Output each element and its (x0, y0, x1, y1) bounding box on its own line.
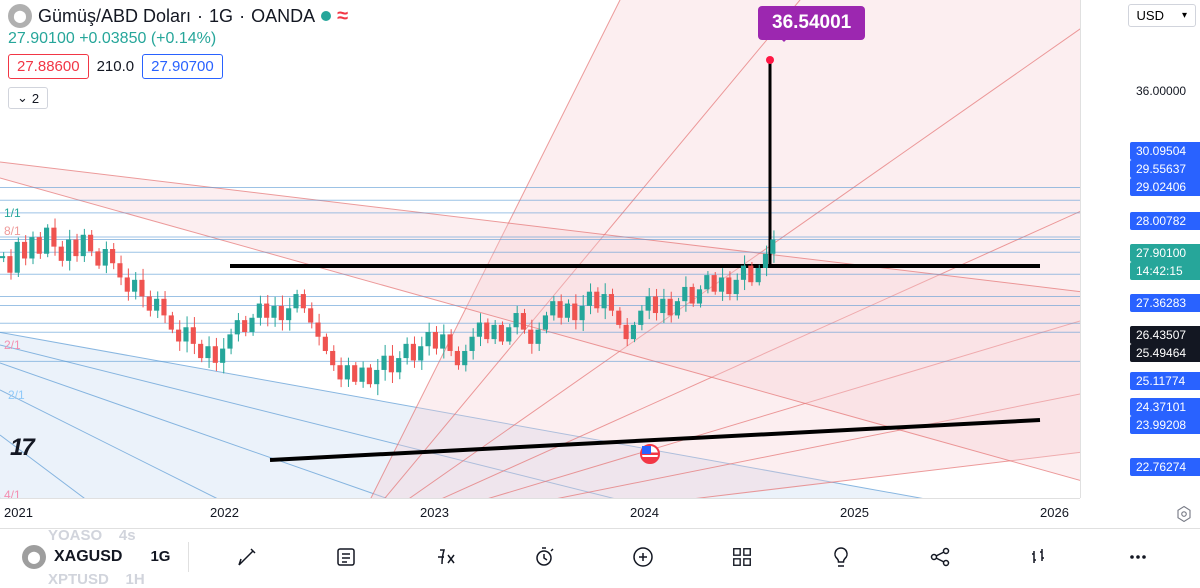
chevron-down-icon: ⌄ (17, 90, 28, 106)
time-axis[interactable]: 2021 2022 2023 2024 2025 2026 (0, 498, 1080, 528)
gann-ratio-label: 2/1 (8, 388, 25, 402)
note-tool-button[interactable] (324, 535, 368, 579)
bid-price[interactable]: 27.88600 (8, 54, 89, 79)
price-axis-label: 28.00782 (1130, 212, 1200, 230)
price-change-pct: (+0.14%) (151, 30, 216, 47)
price-summary: 27.90100 +0.03850 (+0.14%) (8, 30, 348, 48)
timeframe-selector[interactable]: 1G (140, 544, 180, 569)
watchlist-prev: YOASO 4s (48, 527, 136, 544)
watchlist-next: XPTUSD 1H (48, 571, 145, 588)
price-axis-label: 24.37101 (1130, 398, 1200, 416)
add-tool-button[interactable] (621, 535, 665, 579)
symbol-icon: ⬤ (22, 545, 46, 569)
price-axis-label: 27.36283 (1130, 294, 1200, 312)
price-axis[interactable]: 36.00000 30.0950429.5563729.02406 28.00782… (1080, 0, 1200, 498)
price-axis-label: 14:42:15 (1130, 262, 1200, 280)
indicators-collapse-button[interactable]: ⌄ 2 (8, 87, 48, 109)
gann-ratio-label: 1/1 (4, 206, 21, 220)
currency-selector[interactable]: USD ▾ (1128, 4, 1196, 27)
time-axis-label: 2025 (840, 505, 869, 520)
symbol-name: Gümüş/ABD Doları (38, 6, 191, 27)
price-axis-label: 26.43507 (1130, 326, 1200, 344)
us-flag-icon (640, 444, 660, 464)
last-price: 27.90100 (8, 30, 75, 47)
function-tool-button[interactable] (423, 535, 467, 579)
time-axis-label: 2026 (1040, 505, 1069, 520)
exchange-label: OANDA (251, 6, 315, 27)
time-axis-label: 2024 (630, 505, 659, 520)
spread-value: 210.0 (97, 58, 135, 75)
gann-ratio-label: 4/1 (4, 488, 21, 498)
session-status-dot (321, 11, 331, 21)
idea-tool-button[interactable] (819, 535, 863, 579)
price-axis-label: 22.76274 (1130, 458, 1200, 476)
ticker-label: XAGUSD (54, 548, 122, 566)
price-axis-label: 25.49464 (1130, 344, 1200, 362)
symbol-icon: ⬤ (8, 4, 32, 28)
gann-ratio-label: 2/1 (4, 338, 21, 352)
price-axis-label: 25.11774 (1130, 372, 1200, 390)
chart-settings-button[interactable] (1172, 502, 1196, 526)
share-tool-button[interactable] (918, 535, 962, 579)
currency-value: USD (1137, 8, 1164, 23)
price-axis-label: 30.09504 (1130, 142, 1200, 160)
draw-tool-button[interactable] (225, 535, 269, 579)
more-tool-button[interactable] (1116, 535, 1160, 579)
approx-icon: ≈ (337, 5, 348, 28)
ask-price[interactable]: 27.90700 (142, 54, 223, 79)
price-change: +0.03850 (79, 30, 146, 47)
layout-tool-button[interactable] (720, 535, 764, 579)
indicator-count: 2 (32, 91, 39, 106)
time-axis-label: 2023 (420, 505, 449, 520)
time-axis-label: 2022 (210, 505, 239, 520)
timeframe-label: 1G (209, 6, 233, 27)
price-axis-label: 23.99208 (1130, 416, 1200, 434)
price-axis-label: 36.00000 (1130, 82, 1200, 100)
price-axis-label: 29.02406 (1130, 178, 1200, 196)
price-axis-label: 29.55637 (1130, 160, 1200, 178)
time-axis-label: 2021 (4, 505, 33, 520)
tradingview-logo: 17 (10, 434, 29, 462)
symbol-header[interactable]: ⬤ Gümüş/ABD Doları · 1G · OANDA ≈ (8, 4, 348, 28)
price-axis-label: 27.90100 (1130, 244, 1200, 262)
alert-tool-button[interactable] (522, 535, 566, 579)
symbol-selector[interactable]: ⬤ XAGUSD (12, 541, 132, 573)
price-target-flag[interactable]: 36.54001 (758, 6, 865, 40)
chevron-down-icon: ▾ (1182, 10, 1187, 21)
bottom-toolbar: YOASO 4s XPTUSD 1H ⬤ XAGUSD 1G (0, 528, 1200, 584)
gann-ratio-label: 8/1 (4, 224, 21, 238)
chart-type-button[interactable] (1017, 535, 1061, 579)
